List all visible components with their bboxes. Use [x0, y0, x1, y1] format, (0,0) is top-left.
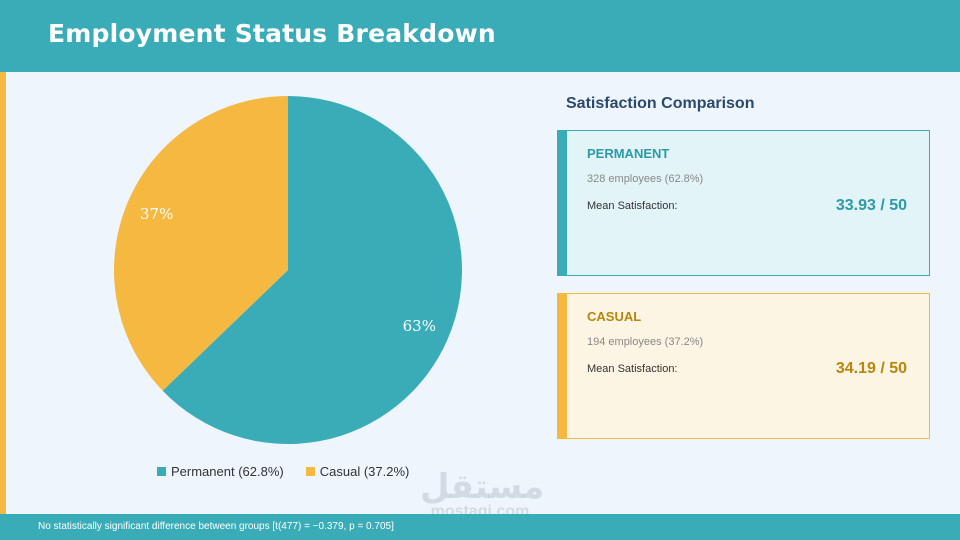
- pie-label-permanent: 63%: [403, 317, 436, 335]
- pie-chart: 63% 37%: [0, 72, 560, 514]
- legend-swatch-casual: [305, 467, 315, 476]
- card-employee-count: 194 employees (37.2%): [587, 336, 704, 348]
- left-accent-bar: [0, 72, 6, 514]
- card-employee-count: 328 employees (62.8%): [587, 173, 704, 185]
- footer-bar: No statistically significant difference …: [0, 514, 960, 540]
- footer-note: No statistically significant difference …: [38, 521, 394, 532]
- card-accent-bar: [558, 131, 567, 275]
- pie-slice-permanent: [162, 96, 462, 444]
- card-mean-label: Mean Satisfaction:: [587, 363, 678, 375]
- chart-legend: Permanent (62.8%) Casual (37.2%): [157, 464, 431, 479]
- pie-label-casual: 37%: [140, 205, 173, 223]
- header-bar: Employment Status Breakdown: [0, 0, 960, 72]
- card-group-name: CASUAL: [587, 309, 642, 324]
- legend-label-casual: Casual (37.2%): [319, 464, 410, 479]
- legend-item-casual: Casual (37.2%): [305, 464, 410, 479]
- legend-swatch-permanent: [157, 467, 166, 476]
- watermark-arabic: مستقل: [420, 468, 545, 506]
- card-accent-bar: [558, 294, 567, 438]
- watermark: مستقل mostaqi.com: [420, 468, 545, 520]
- card-mean-value: 33.93 / 50: [835, 197, 907, 214]
- card-casual: CASUAL 194 employees (37.2%) Mean Satisf…: [557, 293, 930, 439]
- comparison-title: Satisfaction Comparison: [566, 95, 755, 112]
- card-permanent: PERMANENT 328 employees (62.8%) Mean Sat…: [557, 130, 930, 276]
- card-mean-label: Mean Satisfaction:: [587, 200, 678, 212]
- pie-chart-svg: 63% 37%: [113, 96, 462, 444]
- legend-label-permanent: Permanent (62.8%): [171, 464, 284, 479]
- pie-slice-casual: [113, 96, 288, 391]
- page-title: Employment Status Breakdown: [48, 19, 496, 48]
- card-group-name: PERMANENT: [587, 146, 670, 161]
- legend-item-permanent: Permanent (62.8%): [157, 464, 284, 479]
- card-mean-value: 34.19 / 50: [835, 360, 907, 377]
